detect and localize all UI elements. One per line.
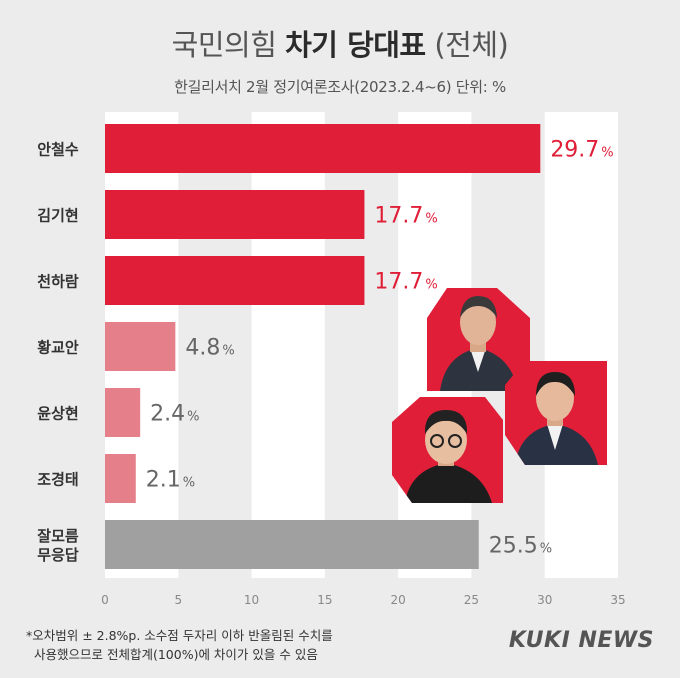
value-label: 25.5% xyxy=(489,534,552,559)
title-suffix: (전체) xyxy=(434,28,509,62)
category-label: 황교안 xyxy=(37,339,79,357)
bar xyxy=(105,322,176,371)
grid-band xyxy=(544,112,618,578)
bar xyxy=(105,454,136,503)
bar xyxy=(105,124,541,173)
footnote-line-1: *오차범위 ± 2.8%p. 소수점 두자리 이하 반올림된 수치를 xyxy=(26,628,333,643)
grid-bands xyxy=(105,112,618,578)
x-tick-label: 30 xyxy=(537,593,552,607)
value-label: 2.1% xyxy=(146,468,195,493)
category-label: 안철수 xyxy=(37,141,79,159)
title-bold: 차기 당대표 xyxy=(285,28,426,62)
bars-group xyxy=(105,124,541,569)
x-tick-label: 20 xyxy=(391,593,406,607)
bar xyxy=(105,256,365,305)
x-tick-label: 35 xyxy=(610,593,625,607)
bar xyxy=(105,520,479,569)
category-label: 잘모름 무응답 xyxy=(37,527,79,564)
x-tick-label: 10 xyxy=(244,593,259,607)
bar xyxy=(105,388,141,437)
value-label: 17.7% xyxy=(374,204,437,229)
x-tick-label: 5 xyxy=(174,593,182,607)
kim-gi-hyeon-photo xyxy=(505,361,607,465)
category-label: 조경태 xyxy=(37,471,78,489)
category-label: 김기현 xyxy=(37,207,78,225)
chart-title: 국민의힘 차기 당대표 (전체) xyxy=(0,22,680,64)
value-label: 2.4% xyxy=(150,402,199,427)
x-tick-label: 0 xyxy=(101,593,109,607)
footnote: *오차범위 ± 2.8%p. 소수점 두자리 이하 반올림된 수치를 사용했으므… xyxy=(26,626,333,664)
ahn-cheol-soo-photo xyxy=(427,288,530,391)
cheon-ha-ram-photo xyxy=(392,397,503,503)
category-label: 천하람 xyxy=(37,273,79,291)
footnote-line-2: 사용했으므로 전체합계(100%)에 차이가 있을 수 있음 xyxy=(34,647,318,662)
title-light: 국민의힘 xyxy=(171,28,277,62)
x-tick-label: 15 xyxy=(317,593,332,607)
bar xyxy=(105,190,365,239)
value-label: 17.7% xyxy=(374,270,437,295)
value-labels: 29.7 % 17.7 % 17.7 % 4.8 % 2.4 % 2.1 % 25.5% xyxy=(146,138,614,559)
value-label: 29.7% xyxy=(550,138,613,163)
chart-subtitle: 한길리서치 2월 정기여론조사(2023.2.4~6) 단위: % xyxy=(174,78,506,96)
grid-band xyxy=(251,112,325,578)
kuki-news-logo: KUKI NEWS xyxy=(508,628,654,653)
value-label: 4.8% xyxy=(185,336,234,361)
x-axis-ticks: 0 5 10 15 20 25 30 35 xyxy=(101,593,625,607)
x-tick-label: 25 xyxy=(464,593,479,607)
category-label: 윤상현 xyxy=(37,405,78,423)
